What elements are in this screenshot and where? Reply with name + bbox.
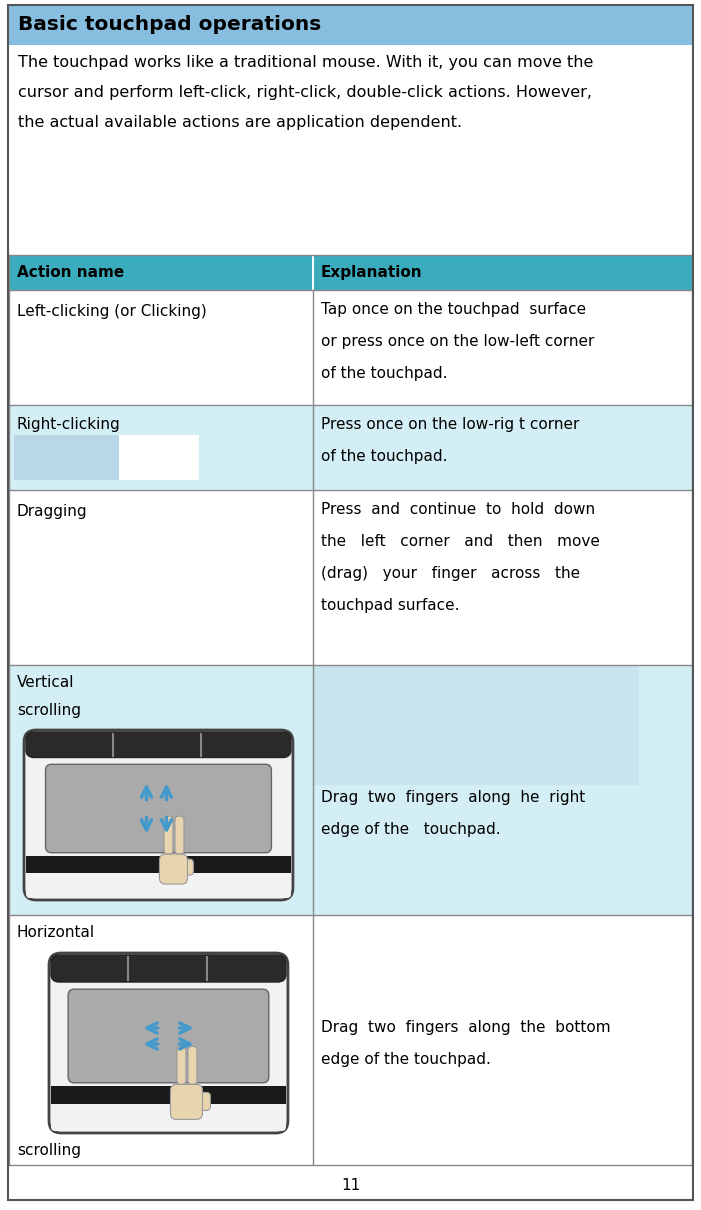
FancyBboxPatch shape [46, 765, 271, 853]
Text: Left-clicking (or Clicking): Left-clicking (or Clicking) [17, 304, 207, 319]
Bar [9, 915, 313, 1165]
Text: cursor and perform left-click, right-click, double-click actions. However,: cursor and perform left-click, right-cli… [18, 85, 592, 100]
Bar [313, 666, 639, 785]
Text: Horizontal: Horizontal [17, 924, 95, 940]
FancyBboxPatch shape [184, 859, 193, 875]
Text: scrolling: scrolling [17, 1143, 81, 1158]
FancyBboxPatch shape [177, 1047, 186, 1084]
Bar [313, 490, 692, 666]
Bar [9, 255, 313, 290]
Text: scrolling: scrolling [17, 703, 81, 718]
Bar [9, 666, 313, 915]
FancyBboxPatch shape [175, 816, 184, 854]
Text: (drag)   your   finger   across   the: (drag) your finger across the [321, 566, 580, 581]
Bar [14, 436, 194, 480]
Bar [51, 1087, 286, 1105]
Text: edge of the touchpad.: edge of the touchpad. [321, 1051, 491, 1067]
FancyBboxPatch shape [26, 877, 291, 898]
Bar [313, 915, 692, 1165]
Text: 11: 11 [341, 1177, 360, 1193]
Text: of the touchpad.: of the touchpad. [321, 365, 447, 381]
Bar [9, 290, 313, 405]
FancyBboxPatch shape [24, 730, 293, 900]
Bar [9, 490, 313, 666]
Text: Vertical: Vertical [17, 675, 74, 690]
Text: or press once on the low-left corner: or press once on the low-left corner [321, 334, 594, 348]
FancyBboxPatch shape [49, 953, 288, 1133]
Bar [119, 436, 199, 480]
Bar [313, 255, 692, 290]
Text: edge of the   touchpad.: edge of the touchpad. [321, 822, 501, 837]
Text: Basic touchpad operations: Basic touchpad operations [18, 16, 321, 35]
Text: Press once on the low-rig t corner: Press once on the low-rig t corner [321, 417, 579, 432]
Text: Right-clicking: Right-clicking [17, 417, 121, 432]
Text: The touchpad works like a traditional mouse. With it, you can move the: The touchpad works like a traditional mo… [18, 54, 593, 70]
Bar [313, 290, 692, 405]
Bar [9, 405, 313, 490]
Bar [26, 857, 291, 874]
Bar [313, 405, 692, 490]
FancyBboxPatch shape [188, 1047, 197, 1084]
FancyBboxPatch shape [170, 1084, 203, 1119]
Text: Press  and  continue  to  hold  down: Press and continue to hold down [321, 502, 595, 517]
FancyBboxPatch shape [68, 990, 268, 1083]
Text: Dragging: Dragging [17, 505, 88, 519]
Text: touchpad surface.: touchpad surface. [321, 598, 459, 613]
FancyBboxPatch shape [164, 816, 173, 854]
Text: the   left   corner   and   then   move: the left corner and then move [321, 534, 600, 549]
Text: Drag  two  fingers  along  he  right: Drag two fingers along he right [321, 790, 585, 805]
FancyBboxPatch shape [198, 1093, 210, 1111]
Text: of the touchpad.: of the touchpad. [321, 449, 447, 463]
Text: Action name: Action name [17, 265, 124, 280]
Text: Drag  two  fingers  along  the  bottom: Drag two fingers along the bottom [321, 1020, 611, 1035]
FancyBboxPatch shape [51, 955, 286, 983]
Text: the actual available actions are application dependent.: the actual available actions are applica… [18, 115, 462, 129]
FancyBboxPatch shape [51, 1110, 286, 1131]
Bar [313, 666, 692, 915]
FancyBboxPatch shape [159, 854, 187, 885]
FancyBboxPatch shape [26, 732, 291, 757]
Bar [9, 5, 692, 45]
Text: Tap once on the touchpad  surface: Tap once on the touchpad surface [321, 302, 586, 317]
Text: Explanation: Explanation [321, 265, 423, 280]
